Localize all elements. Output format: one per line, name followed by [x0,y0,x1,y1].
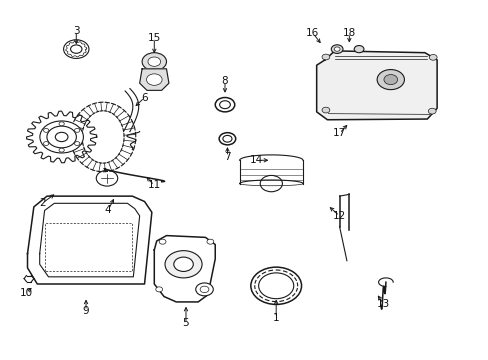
Polygon shape [27,196,152,284]
Circle shape [383,75,397,85]
Polygon shape [316,51,436,120]
Circle shape [148,57,160,66]
Circle shape [159,239,165,244]
Circle shape [376,69,404,90]
Circle shape [427,108,435,114]
Text: 4: 4 [104,206,111,216]
Circle shape [96,170,118,186]
Text: 10: 10 [20,288,33,298]
Circle shape [63,40,89,58]
Polygon shape [154,235,215,302]
Circle shape [195,283,213,296]
Circle shape [43,141,49,145]
Circle shape [322,107,329,113]
Circle shape [333,47,339,51]
Circle shape [258,273,293,299]
Circle shape [206,239,213,244]
Polygon shape [140,69,168,90]
Text: 1: 1 [272,313,279,323]
Text: 11: 11 [147,180,161,190]
Text: 17: 17 [332,129,346,138]
Circle shape [59,148,64,152]
Circle shape [353,45,363,53]
Circle shape [40,121,83,153]
Text: 8: 8 [221,76,228,86]
Text: 3: 3 [73,26,80,36]
Circle shape [74,129,80,132]
Text: 7: 7 [224,152,230,162]
Circle shape [173,257,193,271]
Circle shape [59,122,64,126]
Text: 2: 2 [39,198,45,208]
Text: 15: 15 [147,33,161,43]
Circle shape [146,74,162,85]
Circle shape [164,251,202,278]
Circle shape [47,126,76,148]
Text: 13: 13 [376,299,389,309]
Circle shape [260,175,282,192]
Circle shape [322,54,329,60]
Text: 12: 12 [332,211,346,221]
Circle shape [70,45,82,53]
Circle shape [250,267,301,305]
Circle shape [55,132,68,141]
Text: 18: 18 [342,28,355,38]
Circle shape [43,129,49,132]
Text: 16: 16 [305,28,319,38]
Circle shape [74,141,80,145]
Text: 9: 9 [82,306,89,316]
Circle shape [330,45,342,53]
Text: 6: 6 [141,93,147,103]
Circle shape [223,135,231,142]
Text: 14: 14 [249,155,263,165]
Circle shape [142,53,166,71]
Circle shape [200,286,208,293]
Circle shape [428,54,436,60]
Circle shape [219,101,230,109]
Circle shape [215,98,234,112]
Text: 5: 5 [183,319,189,328]
Circle shape [156,287,162,292]
Polygon shape [26,111,97,163]
Circle shape [219,133,235,145]
